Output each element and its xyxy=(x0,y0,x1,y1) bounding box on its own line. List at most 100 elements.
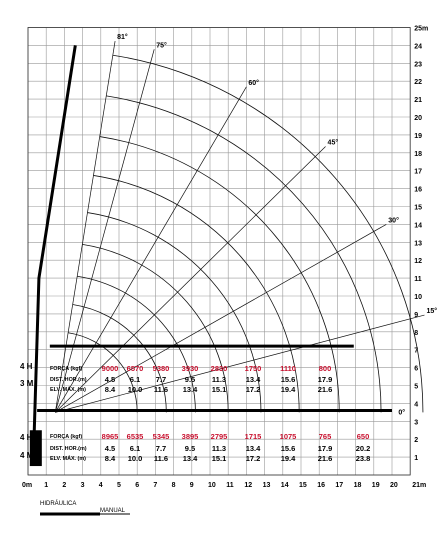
force-label: FORÇA (kgf) xyxy=(50,366,83,372)
elev-value: 21.6 xyxy=(317,454,333,463)
y-tick-label: 9 xyxy=(414,312,418,319)
radius-arc xyxy=(87,212,262,413)
dist-value: 4.5 xyxy=(104,444,116,453)
angle-label: 15° xyxy=(426,307,437,315)
dist-value: 13.4 xyxy=(245,375,261,384)
y-tick-label: 11 xyxy=(414,276,422,283)
legend-manual: MANUAL xyxy=(100,508,126,514)
elev-value: 15.1 xyxy=(211,385,227,394)
elev-label: ELV. MÁX. (m) xyxy=(50,387,86,393)
elev-value: 17.2 xyxy=(245,454,261,463)
y-tick-label: 2 xyxy=(414,437,418,444)
y-tick-label: 20 xyxy=(414,115,422,122)
dist-label: DIST. HOR.(m) xyxy=(50,446,87,452)
force-label: FORÇA (kgf) xyxy=(50,434,83,440)
force-value: 6535 xyxy=(126,432,144,441)
y-tick-label: 10 xyxy=(414,294,422,301)
x-tick-label: 20 xyxy=(390,482,398,489)
x-tick-label: 11 xyxy=(226,482,234,489)
elev-value: 17.2 xyxy=(245,385,261,394)
radius-arcs xyxy=(68,54,424,413)
angle-label: 0° xyxy=(398,408,405,416)
x-tick-label: 13 xyxy=(263,482,271,489)
x-tick-label: 10 xyxy=(208,482,216,489)
elev-value: 19.4 xyxy=(280,454,296,463)
radius-arc xyxy=(112,54,424,413)
angle-ray xyxy=(54,86,247,413)
x-tick-label: 9 xyxy=(190,482,194,489)
y-tick-label: 18 xyxy=(414,151,422,158)
force-value: 8965 xyxy=(101,432,119,441)
angle-ray xyxy=(55,224,387,413)
radius-arc xyxy=(99,136,340,413)
axis-labels: 0m 1 2 3 4 5 6 7 8 9 10 11 12 13 14 15 16 17 18 19 20 21m1234… xyxy=(22,26,428,490)
y-tick-label: 21 xyxy=(414,97,422,104)
radius-arc xyxy=(106,95,382,413)
dist-value: 20.2 xyxy=(355,444,371,453)
y-tick-label: 12 xyxy=(414,258,422,265)
force-value: 5380 xyxy=(152,364,170,373)
radius-arc xyxy=(72,304,167,413)
elev-value: 8.4 xyxy=(104,385,116,394)
radius-arc xyxy=(68,332,138,413)
y-tick-label: 8 xyxy=(414,330,418,337)
dist-value: 11.3 xyxy=(211,375,227,384)
grid-frame xyxy=(27,27,411,476)
y-tick-label: 17 xyxy=(414,169,422,176)
radius-arc xyxy=(77,275,196,413)
dist-value: 17.9 xyxy=(317,444,333,453)
y-tick-label: 16 xyxy=(414,187,422,194)
x-tick-label: 3 xyxy=(81,482,85,489)
force-value: 6570 xyxy=(126,364,144,373)
crane-boom xyxy=(29,45,392,467)
angle-label: 45° xyxy=(328,139,339,147)
dist-value: 13.4 xyxy=(245,444,261,453)
dist-value: 17.9 xyxy=(317,375,333,384)
force-value: 1715 xyxy=(244,432,262,441)
x-tick-label: 15 xyxy=(299,482,307,489)
y-tick-label: 7 xyxy=(414,348,418,355)
angle-label: 60° xyxy=(248,79,259,87)
angle-ray xyxy=(55,314,425,413)
x-tick-label: 18 xyxy=(354,482,362,489)
x-tick-label: 16 xyxy=(317,482,325,489)
force-value: 3930 xyxy=(181,364,199,373)
boom-raised xyxy=(31,45,77,458)
x-tick-label: 0m xyxy=(22,482,32,489)
force-value: 800 xyxy=(318,364,332,373)
elev-value: 13.4 xyxy=(182,454,198,463)
elev-value: 23.8 xyxy=(355,454,371,463)
dist-value: 15.6 xyxy=(280,375,296,384)
x-tick-label: 12 xyxy=(244,482,252,489)
angle-rays: 81° 75° 60° 45° 30° 15° 0° xyxy=(54,33,437,416)
x-tick-label: 8 xyxy=(172,482,176,489)
dist-value: 11.3 xyxy=(211,444,227,453)
force-value: 5345 xyxy=(152,432,170,441)
force-value: 9000 xyxy=(101,364,119,373)
radius-arc xyxy=(93,175,300,413)
y-tick-label: 24 xyxy=(414,43,422,50)
x-tick-label: 1 xyxy=(44,482,48,489)
y-tick-label: 1 xyxy=(414,455,418,462)
elev-value: 13.4 xyxy=(182,385,198,394)
force-value: 1110 xyxy=(280,364,296,373)
config-bottom-b: 4 M xyxy=(20,451,34,460)
config-bottom-a: 4 H xyxy=(20,433,33,442)
dist-value: 6.1 xyxy=(129,444,141,453)
legend-hydraulic: HIDRÁULICA xyxy=(40,501,77,507)
angle-label: 81° xyxy=(117,33,128,41)
force-value: 1075 xyxy=(279,432,297,441)
x-tick-label: 2 xyxy=(62,482,66,489)
y-tick-label: 13 xyxy=(414,240,422,247)
elev-value: 15.1 xyxy=(211,454,227,463)
elev-value: 19.4 xyxy=(280,385,296,394)
crane-base xyxy=(29,430,42,467)
elev-value: 10.0 xyxy=(127,385,143,394)
x-tick-label: 4 xyxy=(99,482,103,489)
force-value: 2795 xyxy=(210,432,228,441)
x-tick-label: 17 xyxy=(335,482,343,489)
x-tick-label: 7 xyxy=(153,482,157,489)
dist-value: 7.7 xyxy=(155,444,167,453)
y-tick-label: 6 xyxy=(414,366,418,373)
